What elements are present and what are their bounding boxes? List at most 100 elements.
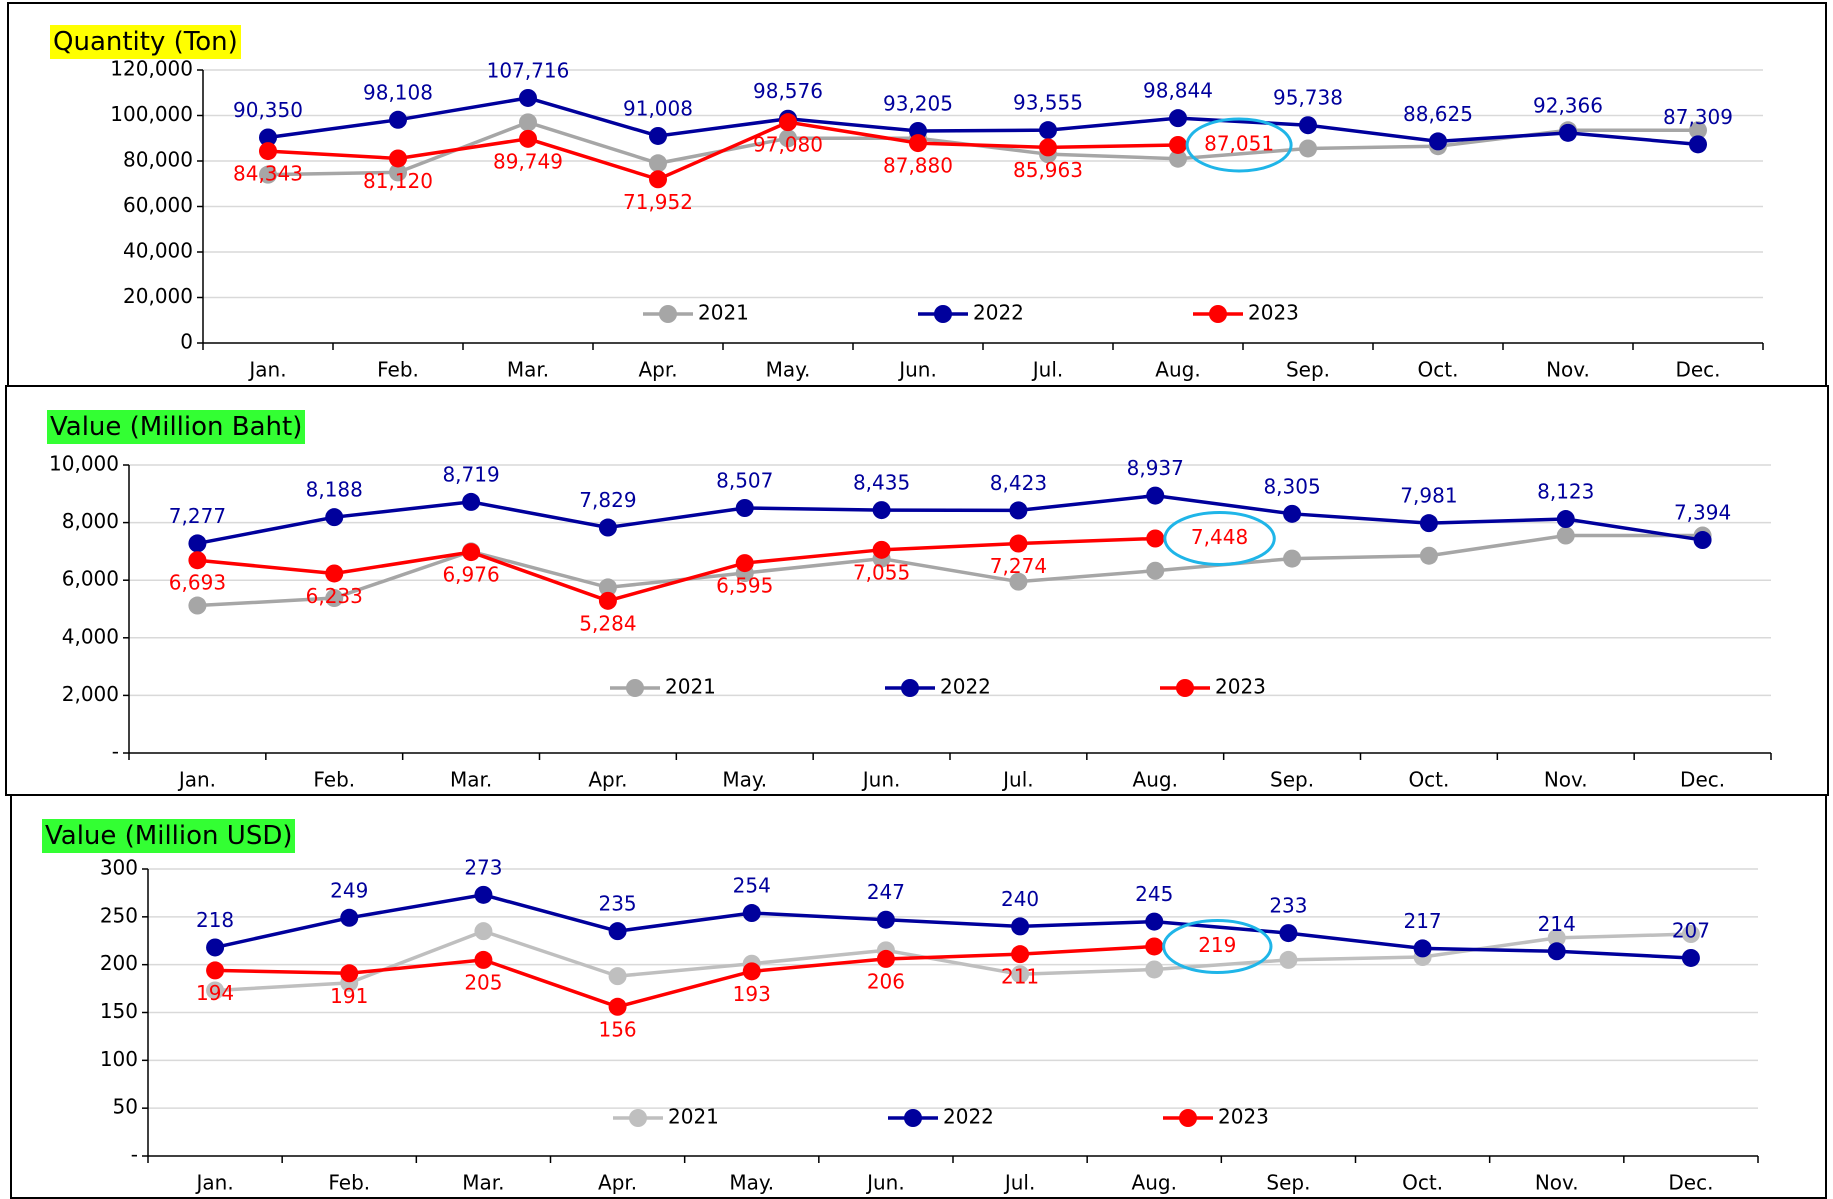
marker	[1145, 912, 1164, 931]
marker	[1559, 123, 1577, 142]
legend-marker	[1179, 1109, 1197, 1127]
x-tick-label: Nov.	[1546, 358, 1590, 382]
x-tick-label: Jan.	[177, 768, 216, 792]
y-tick-label: 40,000	[123, 239, 193, 263]
data-label: 156	[598, 1017, 636, 1041]
marker	[598, 591, 617, 610]
marker	[649, 154, 667, 173]
x-tick-label: May.	[766, 358, 811, 382]
marker	[1556, 526, 1575, 545]
x-tick-label: Dec.	[1680, 768, 1725, 792]
x-tick-label: Oct.	[1402, 1171, 1443, 1195]
data-label: 218	[196, 908, 234, 932]
marker	[1145, 937, 1164, 956]
marker	[1011, 917, 1030, 936]
marker	[598, 578, 617, 597]
data-label: 245	[1135, 882, 1173, 906]
marker	[259, 142, 277, 161]
x-tick-label: Apr.	[598, 1171, 637, 1195]
data-label: 219	[1198, 933, 1236, 957]
marker	[1146, 486, 1165, 505]
legend-label: 2022	[943, 1105, 994, 1129]
y-tick-label: 8,000	[62, 509, 119, 533]
data-label: 207	[1672, 918, 1710, 942]
data-label: 233	[1269, 894, 1307, 918]
data-label: 206	[867, 969, 905, 993]
marker	[1146, 529, 1165, 548]
x-tick-label: Feb.	[328, 1171, 370, 1195]
data-label: 273	[464, 855, 502, 879]
marker	[206, 938, 225, 957]
data-label: 8,719	[442, 462, 499, 486]
marker	[1556, 510, 1575, 529]
marker	[1419, 546, 1438, 565]
marker	[325, 564, 344, 583]
x-tick-label: Jan.	[247, 358, 286, 382]
highlight-ellipse	[1185, 117, 1293, 173]
marker	[1009, 534, 1028, 553]
data-label: 98,576	[753, 79, 823, 103]
data-label: 7,274	[990, 554, 1047, 578]
marker	[1011, 945, 1030, 964]
y-tick-label: 200	[100, 951, 138, 975]
data-label: 71,952	[623, 190, 693, 214]
marker	[779, 113, 797, 132]
y-tick-label: 100	[100, 1047, 138, 1071]
series-line	[214, 893, 1692, 960]
data-label: 247	[867, 880, 905, 904]
data-label: 87,309	[1663, 105, 1733, 129]
x-tick-label: May.	[722, 768, 767, 792]
marker	[742, 904, 761, 923]
data-label: 205	[464, 970, 502, 994]
marker	[742, 962, 761, 981]
data-label: 6,693	[169, 571, 226, 595]
marker	[325, 589, 344, 608]
series-line	[267, 120, 1179, 182]
y-tick-label: 300	[100, 856, 138, 880]
data-label: 93,555	[1013, 91, 1083, 115]
x-tick-label: Feb.	[377, 358, 419, 382]
data-label: 8,123	[1537, 480, 1594, 504]
marker	[389, 149, 407, 168]
data-label: 249	[330, 878, 368, 902]
marker	[1279, 924, 1298, 943]
legend-marker	[626, 679, 644, 697]
legend-label: 2023	[1215, 675, 1266, 699]
marker	[1689, 121, 1707, 140]
data-label: 107,716	[487, 58, 570, 82]
marker	[462, 492, 481, 511]
data-label: 8,305	[1263, 474, 1320, 498]
x-tick-label: Nov.	[1535, 1171, 1579, 1195]
x-tick-label: Jan.	[194, 1171, 233, 1195]
x-tick-label: Oct.	[1418, 358, 1459, 382]
marker	[206, 961, 225, 980]
data-label: 85,963	[1013, 158, 1083, 182]
legend-marker	[934, 305, 952, 323]
data-label: 235	[598, 892, 636, 916]
marker	[462, 543, 481, 562]
x-tick-label: Jun.	[897, 358, 937, 382]
data-label: 98,108	[363, 80, 433, 104]
data-label: 191	[330, 984, 368, 1008]
marker	[519, 88, 537, 107]
y-tick-label: 0	[180, 330, 193, 354]
x-tick-label: Apr.	[638, 358, 677, 382]
marker	[389, 110, 407, 129]
marker	[519, 129, 537, 148]
data-label: 92,366	[1533, 93, 1603, 117]
y-tick-label: 10,000	[49, 452, 119, 476]
x-tick-label: Feb.	[313, 768, 355, 792]
marker	[1429, 132, 1447, 151]
data-label: 214	[1538, 912, 1576, 936]
marker	[1039, 138, 1057, 157]
marker	[1011, 965, 1030, 984]
data-label: 7,829	[579, 488, 636, 512]
marker	[735, 554, 754, 573]
x-tick-label: Dec.	[1668, 1171, 1713, 1195]
x-tick-label: Mar.	[507, 358, 549, 382]
marker	[1283, 549, 1302, 568]
data-label: 81,120	[363, 169, 433, 193]
data-label: 7,394	[1674, 501, 1731, 525]
legend-label: 2022	[940, 675, 991, 699]
